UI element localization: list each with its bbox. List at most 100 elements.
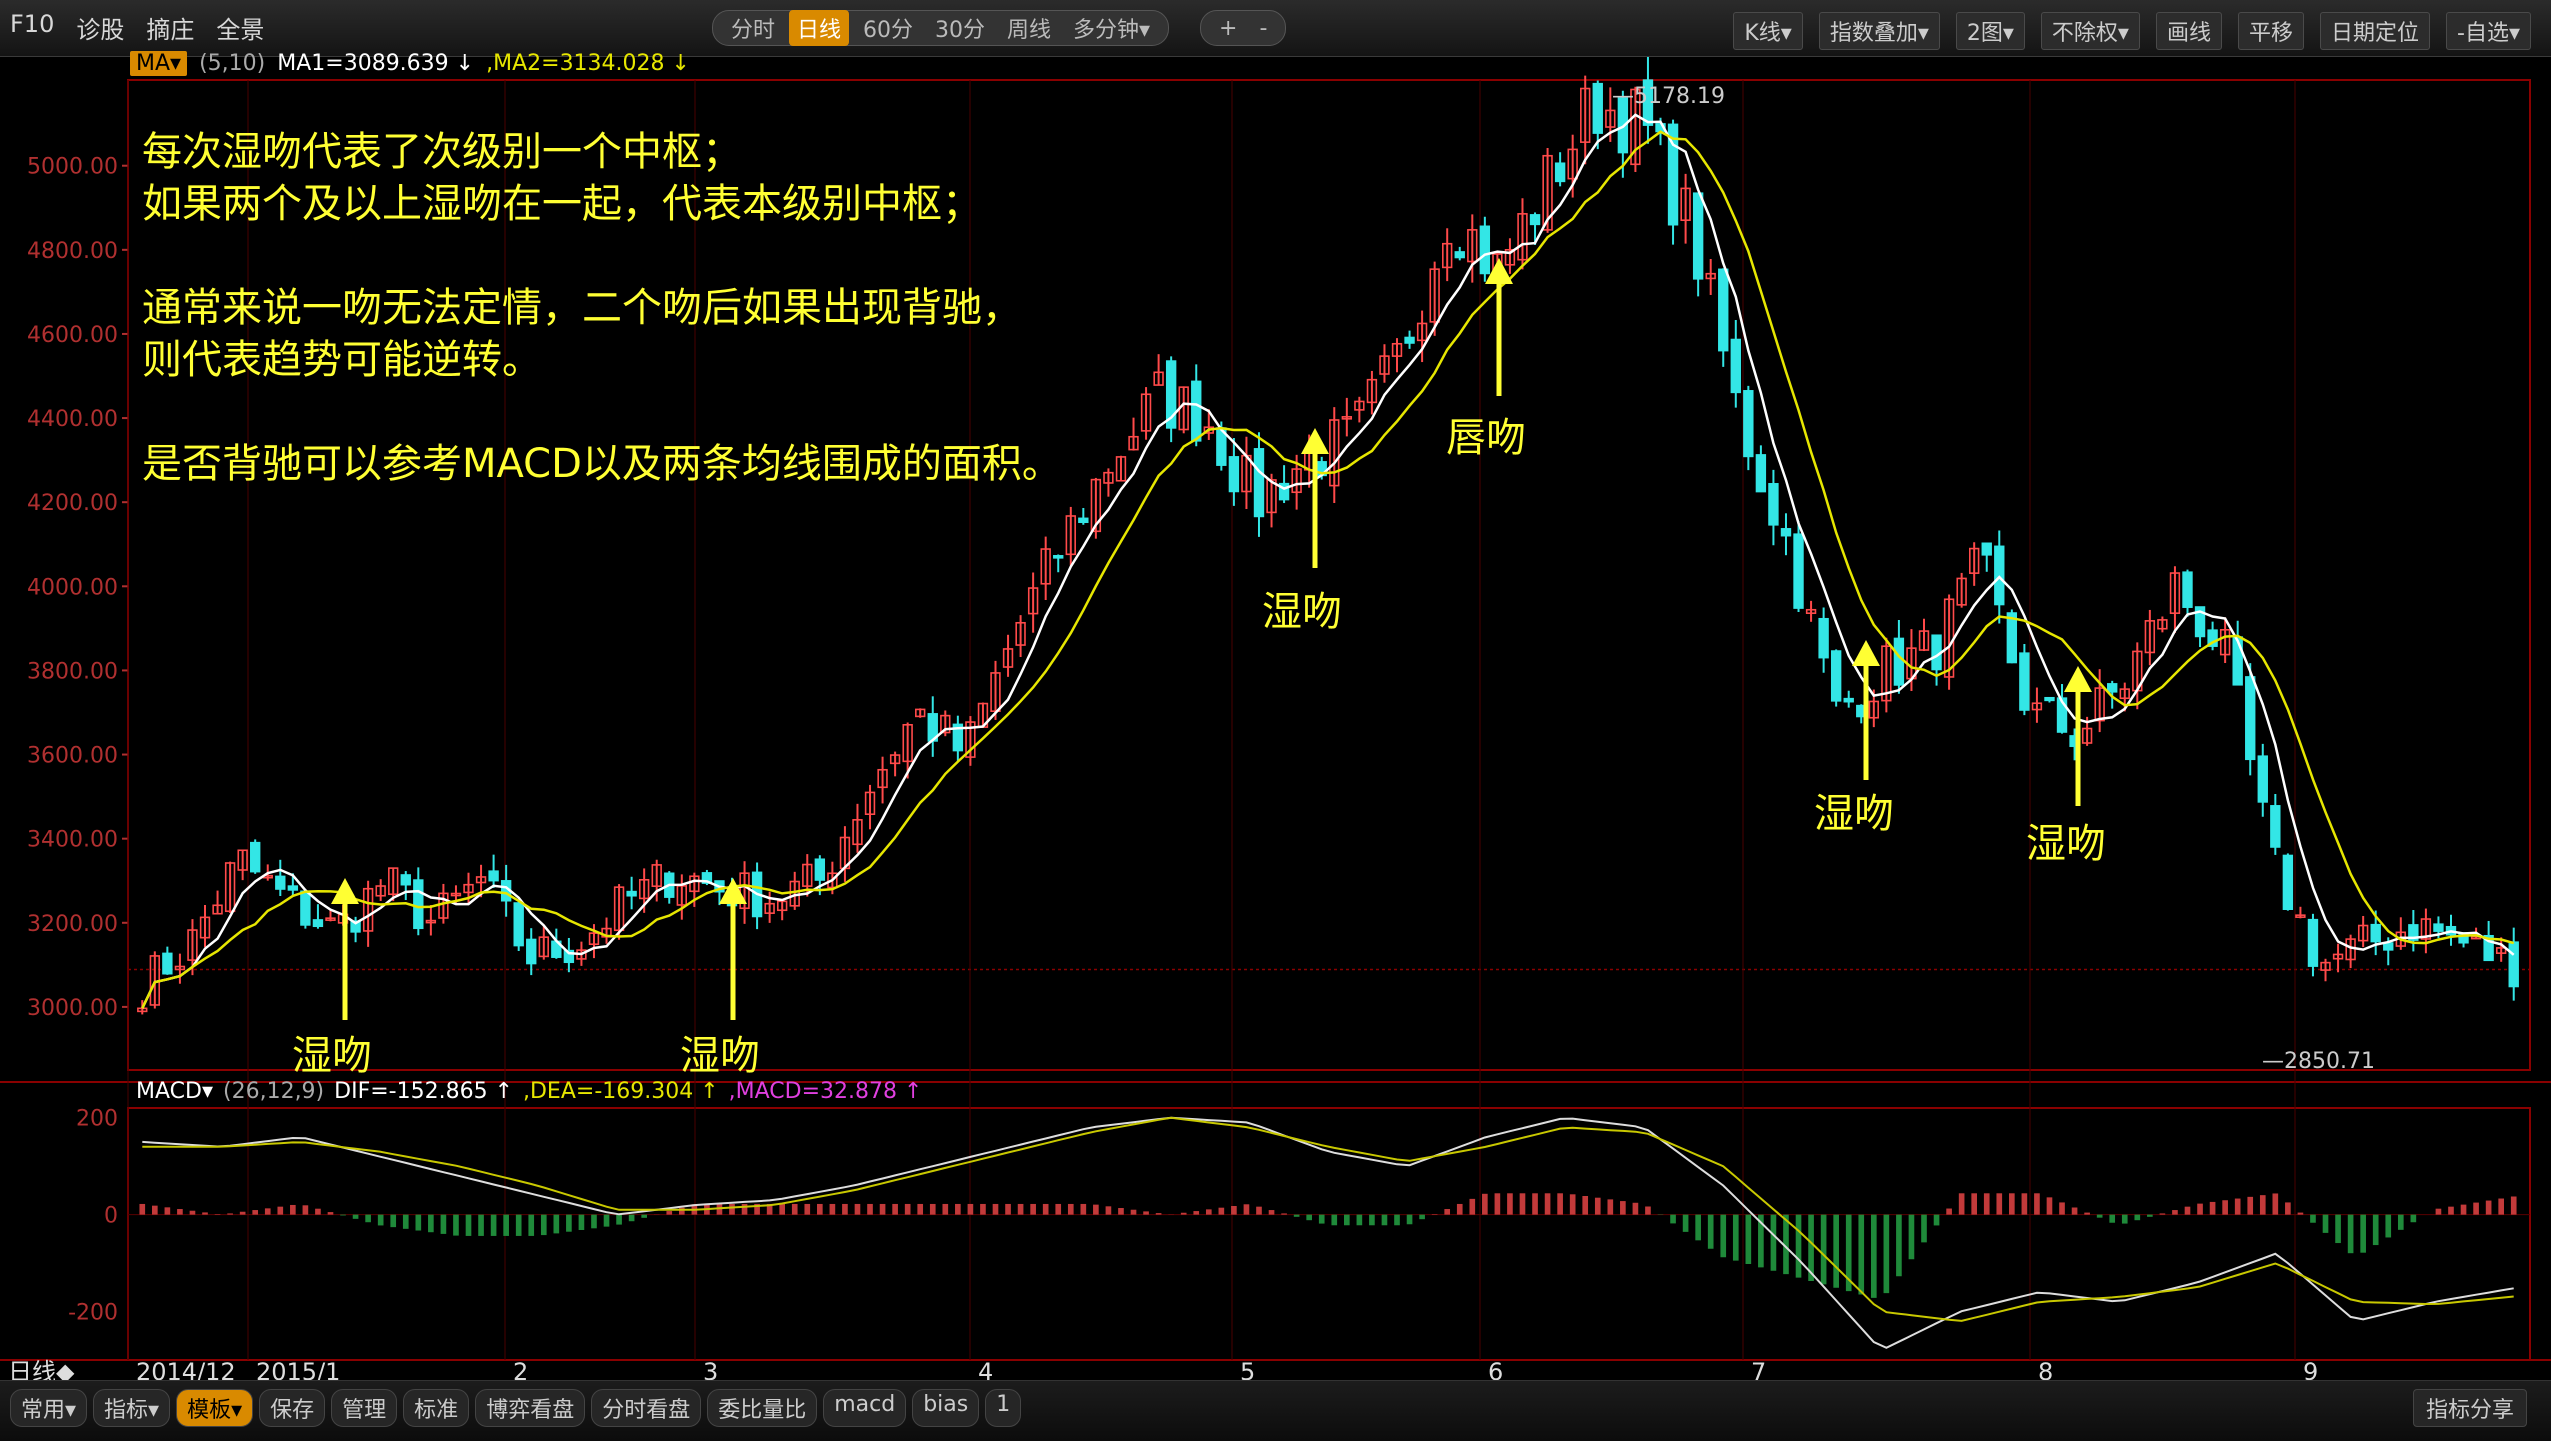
candle-body bbox=[488, 870, 499, 882]
candle-body bbox=[1341, 416, 1353, 420]
price-tick-label: 4800.00 bbox=[27, 239, 118, 264]
candle-body bbox=[852, 819, 863, 846]
ma-params: (5,10) bbox=[199, 50, 266, 76]
candle-body bbox=[362, 887, 374, 932]
candle-body bbox=[287, 885, 299, 891]
candle-body bbox=[902, 724, 913, 763]
menu-diagnose[interactable]: 诊股 bbox=[76, 16, 125, 44]
candle-body bbox=[2245, 676, 2256, 761]
tab-bias[interactable]: bias bbox=[912, 1389, 980, 1427]
candle-body bbox=[1730, 338, 1741, 394]
candle-body bbox=[1768, 483, 1779, 526]
tab-common[interactable]: 常用▾ bbox=[10, 1389, 88, 1427]
candle-body bbox=[1667, 123, 1679, 226]
macd-indicator-dropdown[interactable]: MACD▾ bbox=[136, 1078, 213, 1104]
no-adjust-dropdown[interactable]: 不除权▾ bbox=[2040, 12, 2140, 50]
ma-header: MA▾ (5,10) MA1=3089.639 ↓ ,MA2=3134.028 … bbox=[130, 48, 690, 78]
kline-dropdown[interactable]: K线▾ bbox=[1733, 12, 1803, 50]
candle-body bbox=[174, 965, 186, 971]
tab-standard[interactable]: 标准 bbox=[403, 1389, 470, 1427]
x-tick-label: 2 bbox=[513, 1358, 528, 1386]
annotation-arrow-head bbox=[331, 878, 359, 904]
annotation-arrow-head bbox=[1301, 428, 1329, 454]
candle-body bbox=[1065, 515, 1076, 556]
notes-block: 每次湿吻代表了次级别一个中枢； 如果两个及以上湿吻在一起，代表本级别中枢； 通常… bbox=[142, 126, 1062, 490]
tab-daily[interactable]: 日线 bbox=[789, 10, 850, 46]
candle-body bbox=[1391, 342, 1403, 357]
tab-indicators[interactable]: 指标▾ bbox=[93, 1389, 171, 1427]
x-tick-label: 4 bbox=[978, 1358, 993, 1386]
save-button[interactable]: 保存 bbox=[259, 1389, 326, 1427]
candle-body bbox=[1366, 378, 1378, 404]
candle-body bbox=[388, 867, 399, 896]
tab-one[interactable]: 1 bbox=[985, 1389, 1022, 1427]
candle-body bbox=[1053, 555, 1064, 559]
zoom-out-button[interactable]: - bbox=[1259, 15, 1268, 41]
candle-body bbox=[1140, 393, 1152, 432]
zoom-in-button[interactable]: + bbox=[1219, 15, 1238, 41]
index-overlay-dropdown[interactable]: 指数叠加▾ bbox=[1818, 12, 1940, 50]
candle-body bbox=[375, 885, 386, 897]
note-line: 则代表趋势可能逆转。 bbox=[142, 337, 542, 383]
candle-body bbox=[187, 929, 198, 961]
menu-f10[interactable]: F10 bbox=[10, 10, 55, 38]
note-line bbox=[142, 386, 1062, 438]
candle-body bbox=[2169, 572, 2181, 614]
menu-panorama[interactable]: 全景 bbox=[216, 16, 265, 44]
watchlist-dropdown[interactable]: -自选▾ bbox=[2446, 12, 2531, 50]
tab-30min[interactable]: 30分 bbox=[935, 18, 986, 43]
candle-body bbox=[1818, 617, 1829, 659]
candle-body bbox=[325, 917, 336, 921]
candle-body bbox=[425, 919, 437, 924]
candle-body bbox=[2044, 696, 2055, 702]
tab-60min[interactable]: 60分 bbox=[863, 18, 914, 43]
candle-body bbox=[1103, 471, 1114, 484]
price-tick-label: 4200.00 bbox=[27, 491, 118, 516]
candle-body bbox=[162, 952, 173, 975]
candle-body bbox=[1153, 371, 1164, 386]
tab-bid-ratio[interactable]: 委比量比 bbox=[707, 1389, 818, 1427]
tab-weekly[interactable]: 周线 bbox=[1007, 18, 1052, 43]
candle-body bbox=[1805, 608, 1817, 615]
candle-body bbox=[1429, 268, 1440, 323]
candle-body bbox=[2420, 918, 2432, 940]
candle-body bbox=[1002, 648, 1014, 668]
candle-body bbox=[2483, 934, 2494, 962]
ma-indicator-dropdown[interactable]: MA▾ bbox=[130, 50, 188, 76]
draw-line-button[interactable]: 画线 bbox=[2155, 12, 2222, 50]
tab-template[interactable]: 模板▾ bbox=[176, 1389, 254, 1427]
menu-zhuang[interactable]: 摘庄 bbox=[146, 16, 195, 44]
candle-body bbox=[1830, 650, 1842, 702]
candle-body bbox=[739, 872, 750, 910]
candle-body bbox=[1266, 479, 1277, 514]
ma1-line bbox=[141, 113, 2515, 1009]
candle-body bbox=[1329, 419, 1340, 487]
candle-body bbox=[513, 902, 524, 947]
date-locate-button[interactable]: 日期定位 bbox=[2320, 12, 2431, 50]
pan-button[interactable]: 平移 bbox=[2237, 12, 2304, 50]
candle-body bbox=[2370, 923, 2381, 943]
bottom-tabs: 常用▾ 指标▾ 模板▾ 保存 管理 标准 博弈看盘 分时看盘 委比量比 macd… bbox=[10, 1389, 1022, 1427]
candle-body bbox=[2107, 683, 2118, 693]
candle-body bbox=[1755, 454, 1767, 493]
tab-intraday[interactable]: 分时 bbox=[731, 18, 776, 43]
manage-button[interactable]: 管理 bbox=[331, 1389, 398, 1427]
candle-body bbox=[2332, 953, 2344, 960]
candle-body bbox=[1040, 548, 1051, 585]
candle-body bbox=[802, 863, 813, 887]
two-chart-dropdown[interactable]: 2图▾ bbox=[1955, 12, 2025, 50]
price-tick-label: 4600.00 bbox=[27, 323, 118, 348]
candle-body bbox=[1529, 214, 1541, 226]
dif-line bbox=[142, 1116, 2514, 1349]
tab-intraday-view[interactable]: 分时看盘 bbox=[591, 1389, 702, 1427]
tab-game-view[interactable]: 博弈看盘 bbox=[475, 1389, 586, 1427]
tab-macd[interactable]: macd bbox=[823, 1389, 907, 1427]
tab-multi-min[interactable]: 多分钟▾ bbox=[1073, 18, 1151, 43]
candle-body bbox=[250, 841, 261, 873]
candle-body bbox=[1580, 87, 1591, 143]
candle-body bbox=[1793, 533, 1804, 609]
indicator-share-button[interactable]: 指标分享 bbox=[2412, 1389, 2527, 1427]
candle-body bbox=[2144, 620, 2156, 654]
right-tools: K线▾ 指数叠加▾ 2图▾ 不除权▾ 画线 平移 日期定位 -自选▾ bbox=[1733, 12, 2531, 50]
